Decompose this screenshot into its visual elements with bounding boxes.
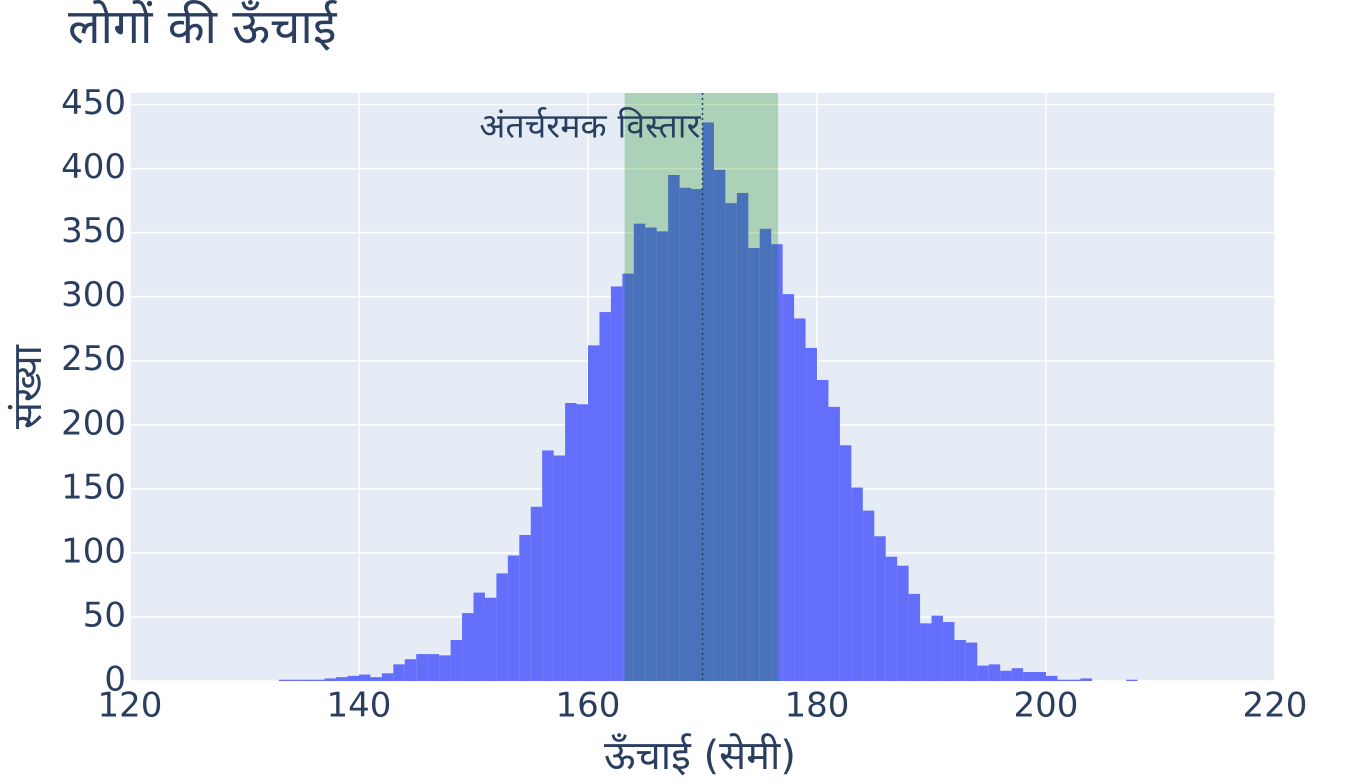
bar [942,622,955,681]
y-tick-label: 100 [61,531,126,571]
bar [450,640,463,681]
y-tick-label: 250 [61,339,126,379]
bar [794,318,806,681]
bar [1068,679,1081,681]
bar [336,677,348,681]
y-tick-label: 350 [61,211,126,251]
bar [691,189,703,681]
bar [828,406,840,681]
bar [874,536,886,681]
x-tick-label: 200 [1014,686,1079,726]
annotation: अंतर्चरमक विस्तार [479,107,701,147]
bar [370,677,382,681]
bar [588,345,600,681]
bar [748,248,760,681]
bar [278,679,291,681]
bar [1000,670,1012,681]
bar [324,678,337,681]
overlays: अंतर्चरमक विस्तार [479,93,779,681]
y-tick-label: 400 [61,147,126,187]
x-tick-label: 220 [1243,686,1308,726]
bar [736,192,749,681]
y-tick-label: 450 [61,83,126,123]
bar [851,487,863,681]
bar [496,573,508,681]
bar [1046,675,1058,681]
bar [416,654,428,681]
bar [507,555,520,681]
bar [645,227,657,681]
y-tick-label: 0 [104,660,126,700]
bar [542,450,554,681]
bar [897,565,909,681]
bar [725,203,737,682]
bar [771,244,783,681]
bar [462,613,474,681]
y-axis-label: संख्या [5,344,51,429]
x-axis-label: ऊँचाई (सेमी) [604,733,796,779]
bar [290,679,302,681]
bar [839,445,852,681]
bar [553,455,566,681]
chart-title: लोगों की ऊँचाई [68,0,338,55]
bar [988,664,1001,681]
bar [473,592,485,681]
bar [301,679,314,681]
bar [393,664,405,681]
bar [599,312,611,681]
bar [656,231,669,681]
bar [965,642,978,681]
bar [404,659,417,681]
bar [633,223,646,681]
bar [817,379,829,681]
x-tick-label: 180 [785,686,850,726]
x-tick-label: 160 [556,686,621,726]
bar [359,674,371,681]
bar [759,228,772,682]
bar [484,597,497,681]
iqr-band [624,93,779,681]
bar [862,510,875,681]
bar [576,404,588,681]
bar [519,534,531,681]
bar [1023,672,1035,681]
bar [977,665,989,681]
bar [668,174,680,681]
y-tick-label: 200 [61,403,126,443]
x-tick-label: 120 [98,686,163,726]
bar [439,655,451,681]
y-tick-label: 50 [83,595,126,635]
bar [931,615,943,681]
bar [381,673,394,681]
bar [530,506,543,681]
bar [1057,679,1069,681]
bar [622,273,634,681]
bar [885,556,898,681]
bar [805,347,817,681]
bar [1080,678,1092,681]
bar [702,122,714,681]
bar [920,623,932,681]
bar [565,403,577,681]
bar [313,679,325,681]
bar [347,675,359,681]
bar [679,187,692,682]
bar [427,654,440,681]
bars [278,122,1138,682]
bar [954,640,966,681]
bar [610,286,623,681]
bar [1011,668,1024,681]
bar [713,169,726,682]
bar [908,593,921,681]
y-tick-label: 300 [61,275,126,315]
y-tick-label: 150 [61,467,126,507]
bar [1126,679,1138,681]
bar [1034,672,1046,681]
x-tick-label: 140 [327,686,392,726]
bar [782,294,795,681]
